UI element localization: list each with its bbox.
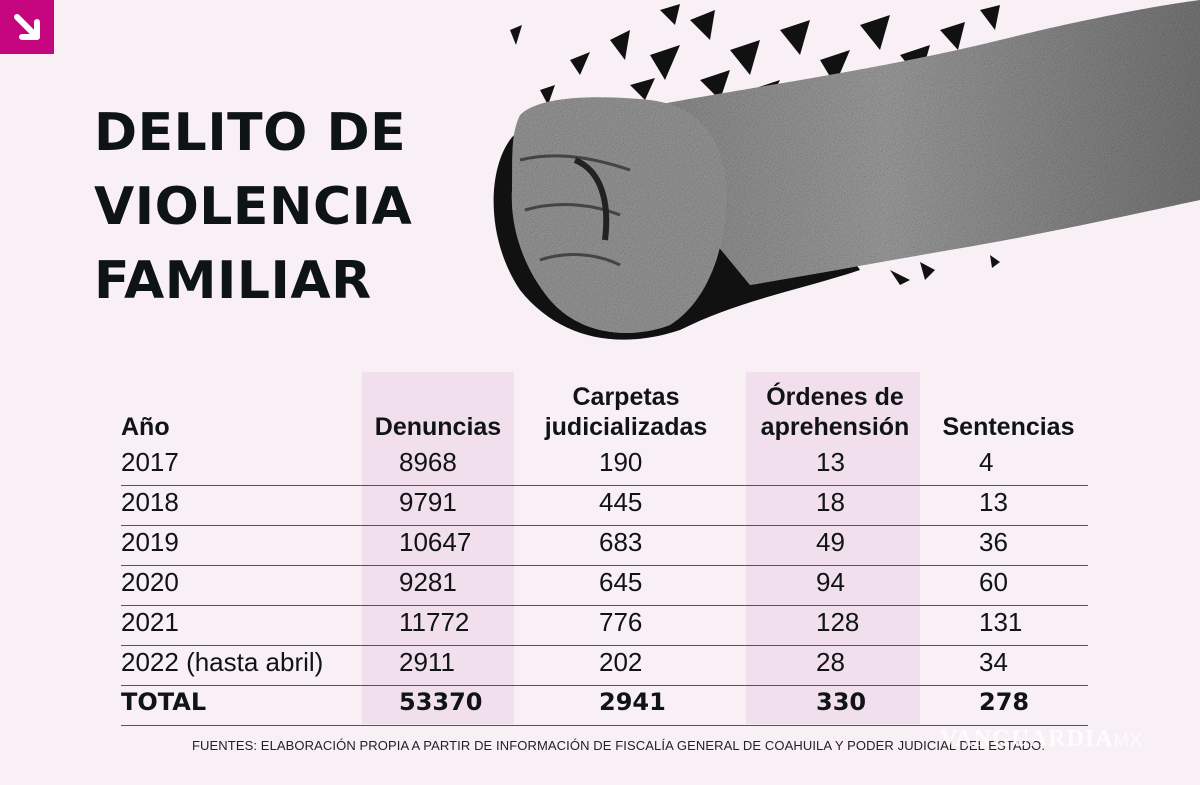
cell-carpetas: 645 <box>599 567 643 597</box>
cell-denuncias: 2911 <box>399 647 455 677</box>
cell-denuncias: 9281 <box>399 567 457 597</box>
highlight-column-ordenes <box>746 372 920 724</box>
cell-ordenes: 128 <box>816 607 860 637</box>
cell-sentencias: 36 <box>979 527 1008 557</box>
cell-year: 2020 <box>121 567 179 597</box>
cell-denuncias: 9791 <box>399 487 457 517</box>
title-line: FAMILIAR <box>94 251 372 311</box>
table-row: 2018 9791 445 18 13 <box>121 486 1088 526</box>
cell-carpetas: 445 <box>599 487 643 517</box>
table-row: 2020 9281 645 94 60 <box>121 566 1088 606</box>
source-note: FUENTES: ELABORACIÓN PROPIA A PARTIR DE … <box>192 738 1046 753</box>
cell-ordenes: 49 <box>816 527 845 557</box>
cell-total-ordenes: 330 <box>816 688 867 716</box>
cell-year: 2018 <box>121 487 179 517</box>
cell-ordenes: 13 <box>816 447 845 477</box>
header-line: aprehensión <box>760 413 910 441</box>
cell-year: 2017 <box>121 447 179 477</box>
section-badge <box>0 0 54 54</box>
page-title: DELITO DE VIOLENCIA FAMILIAR <box>94 96 412 318</box>
column-header-denuncias: Denuncias <box>374 413 502 441</box>
column-header-year: Año <box>121 413 170 441</box>
fist-illustration <box>493 0 1200 340</box>
cell-sentencias: 34 <box>979 647 1008 677</box>
cell-carpetas: 190 <box>599 447 643 477</box>
table-row: 2021 11772 776 128 131 <box>121 606 1088 646</box>
cell-year: 2022 (hasta abril) <box>121 647 324 677</box>
column-header-sentencias: Sentencias <box>942 413 1075 441</box>
highlight-column-denuncias <box>362 372 514 724</box>
cell-year: 2019 <box>121 527 179 557</box>
watermark: VANGUARDIAMX <box>940 726 1143 753</box>
cell-carpetas: 202 <box>599 647 643 677</box>
arrow-down-right-icon <box>14 14 40 40</box>
header-line: Carpetas <box>572 383 680 411</box>
cell-denuncias: 11772 <box>399 607 470 637</box>
cell-year: 2021 <box>121 607 179 637</box>
cell-carpetas: 776 <box>599 607 643 637</box>
header-line: judicializadas <box>544 413 708 441</box>
table-total-row: TOTAL 53370 2941 330 278 <box>121 686 1088 726</box>
cell-sentencias: 13 <box>979 487 1008 517</box>
cell-total-carpetas: 2941 <box>599 688 666 716</box>
cell-denuncias: 8968 <box>399 447 457 477</box>
cell-total-label: TOTAL <box>121 688 207 716</box>
cell-denuncias: 10647 <box>399 527 472 557</box>
cell-total-denuncias: 53370 <box>399 688 483 716</box>
title-line: DELITO DE <box>94 103 407 163</box>
table-row: 2019 10647 683 49 36 <box>121 526 1088 566</box>
column-header-carpetas: Carpetas judicializadas <box>531 382 721 442</box>
table-header: Año Denuncias Carpetas judicializadas Ór… <box>121 372 1088 446</box>
watermark-text: VANGUARDIA <box>940 726 1114 752</box>
cell-total-sentencias: 278 <box>979 688 1030 716</box>
column-header-ordenes: Órdenes de aprehensión <box>748 382 922 442</box>
table-row: 2022 (hasta abril) 2911 202 28 34 <box>121 646 1088 686</box>
table-row: 2017 8968 190 13 4 <box>121 446 1088 486</box>
stats-table: Año Denuncias Carpetas judicializadas Ór… <box>121 372 1088 726</box>
watermark-suffix: MX <box>1113 730 1143 750</box>
cell-ordenes: 18 <box>816 487 845 517</box>
cell-ordenes: 28 <box>816 647 845 677</box>
header-line: Órdenes de <box>766 383 904 411</box>
cell-sentencias: 131 <box>979 607 1023 637</box>
title-line: VIOLENCIA <box>94 177 413 237</box>
cell-ordenes: 94 <box>816 567 845 597</box>
cell-sentencias: 60 <box>979 567 1008 597</box>
cell-sentencias: 4 <box>979 447 994 477</box>
cell-carpetas: 683 <box>599 527 643 557</box>
